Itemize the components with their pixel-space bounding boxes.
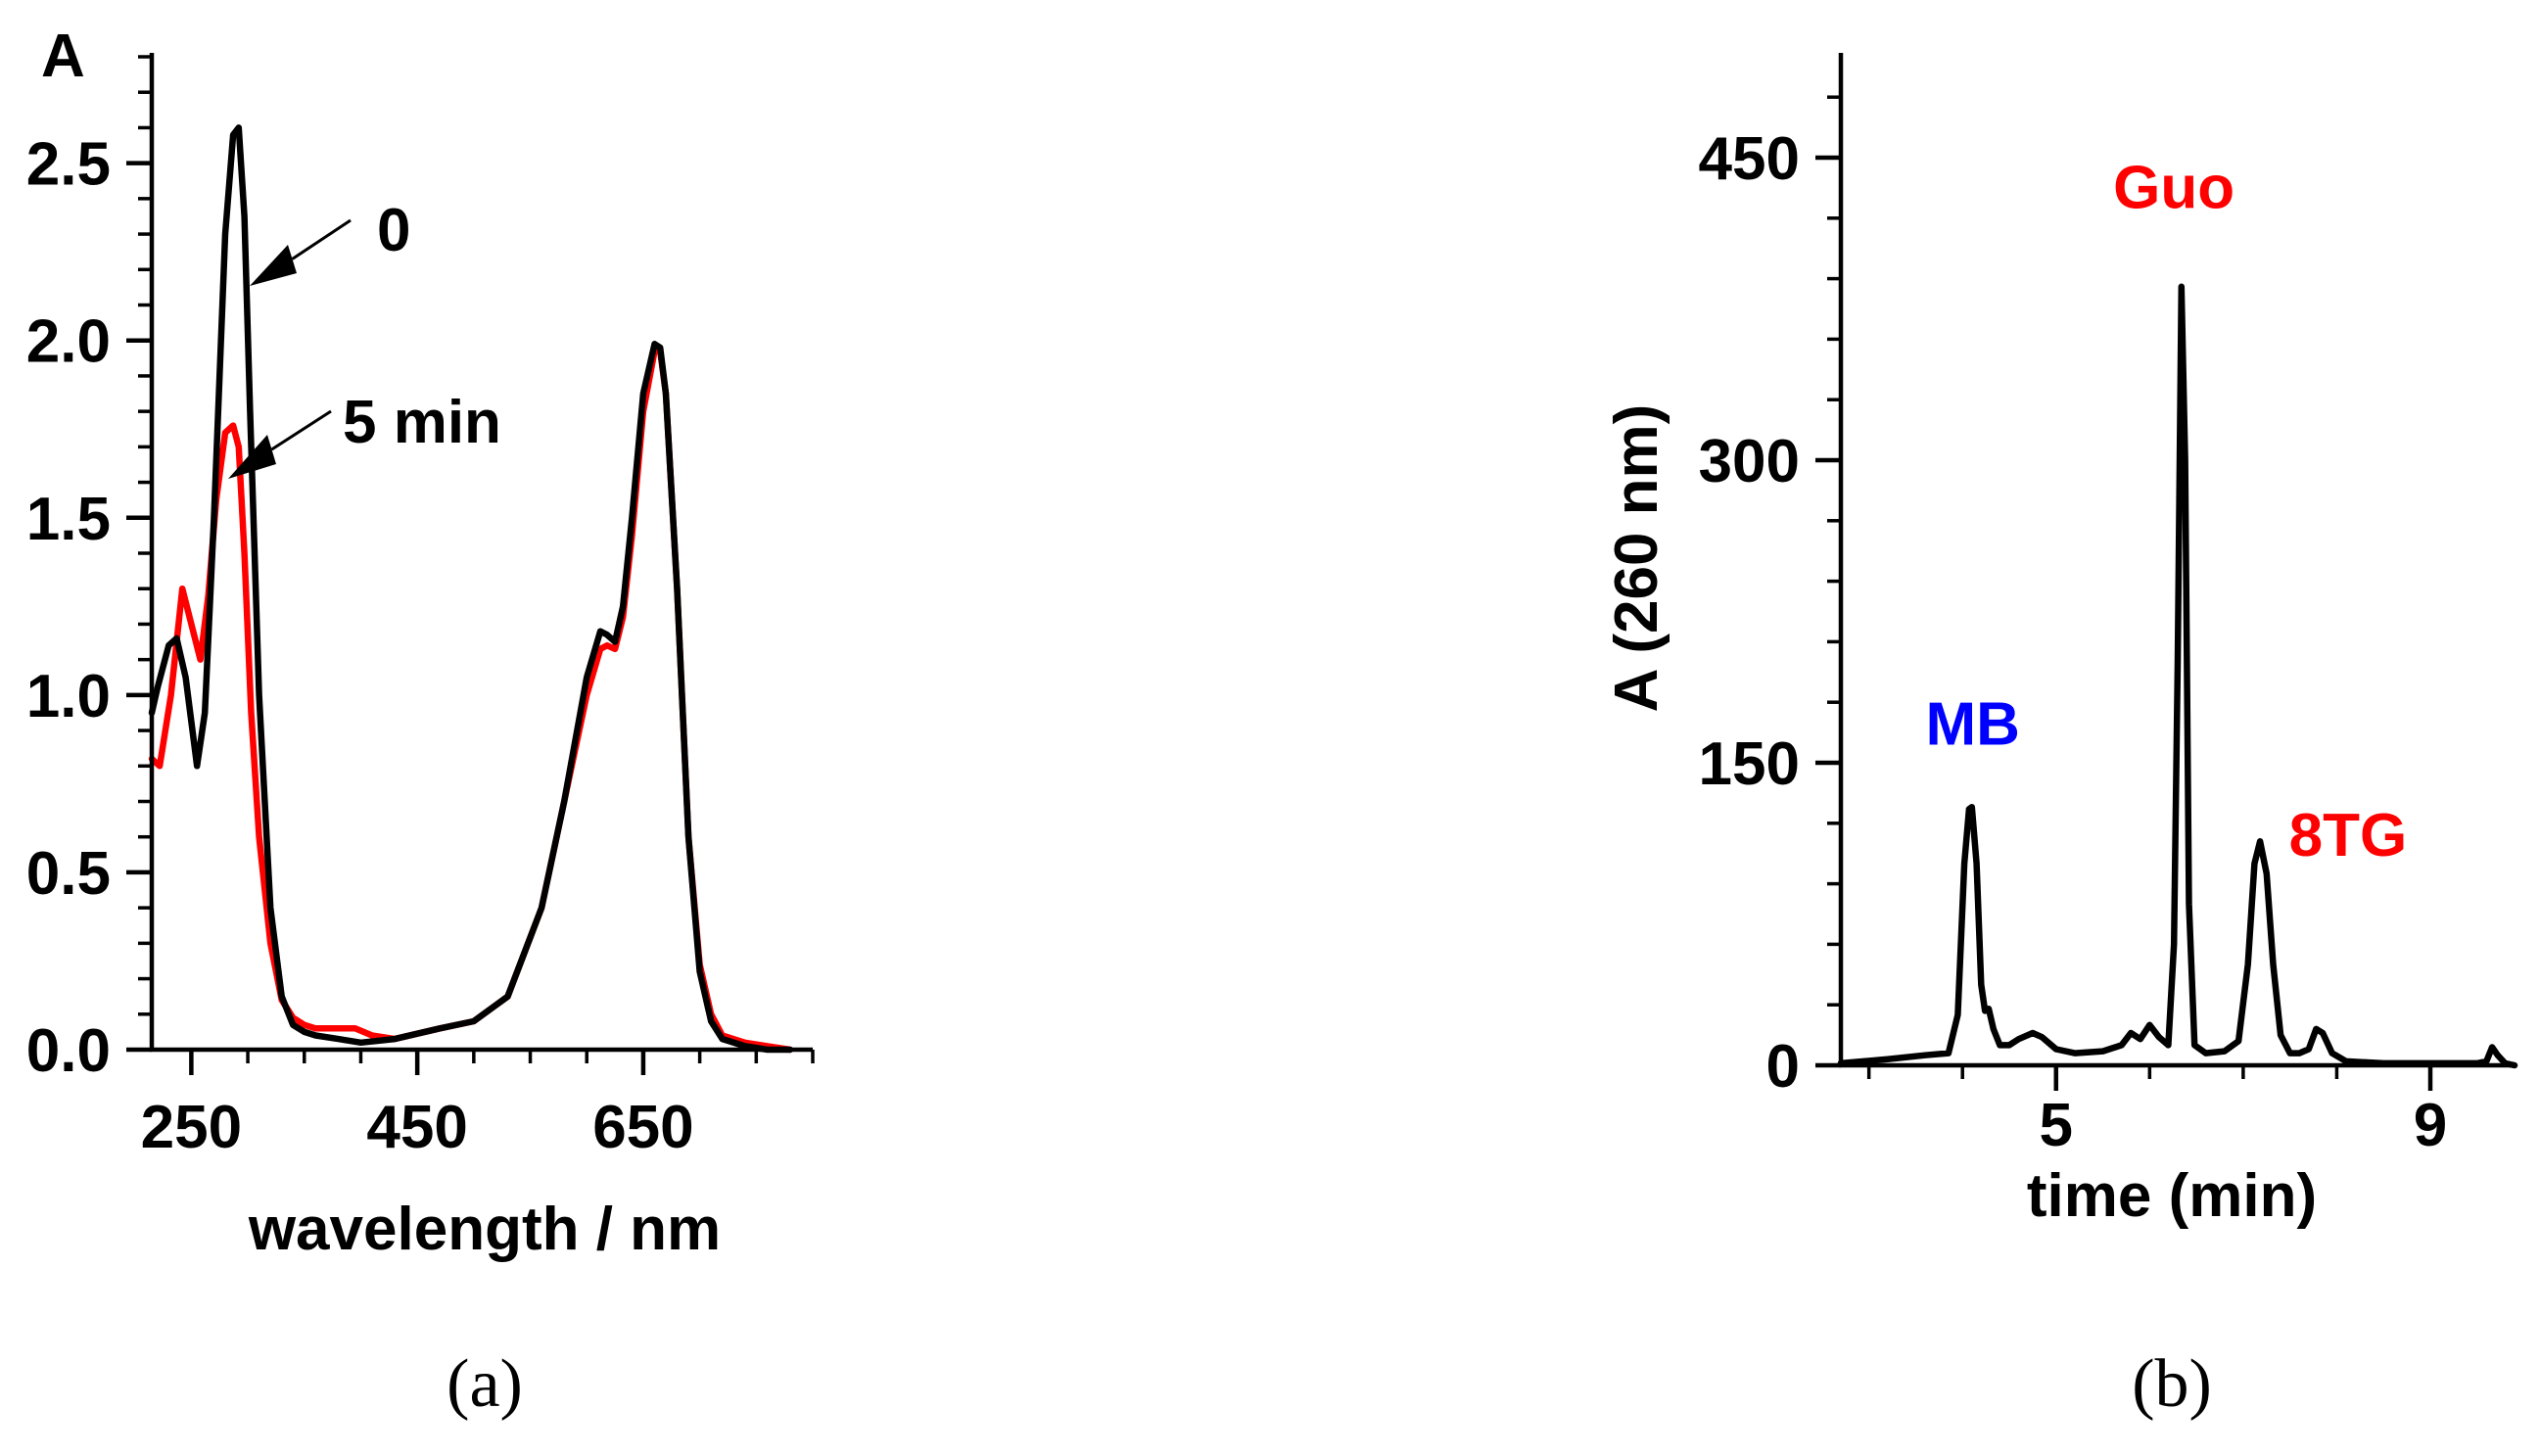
- annotation-arrowhead: [228, 435, 276, 479]
- panel-a-x-axis-label: wavelength / nm: [248, 1196, 721, 1263]
- guo-peak-label: Guo: [2113, 155, 2234, 222]
- panel-b-y-tick-label: 450: [1699, 125, 1800, 193]
- panel-b-y-tick-label: 150: [1699, 730, 1800, 798]
- panel-b-label: (b): [2132, 1346, 2212, 1422]
- chromatogram-line: [1837, 283, 2518, 1069]
- panel-b-x-axis-label: time (min): [2027, 1162, 2317, 1230]
- panel-b-x-tick-label: 9: [2414, 1092, 2447, 1159]
- panel-a-x-tick-label: 650: [592, 1094, 693, 1161]
- annotation-arrow-line: [270, 409, 332, 451]
- panel-a-y-axis-label: A: [41, 23, 85, 90]
- panel-a-y-tick-label: 0.5: [26, 840, 111, 908]
- panel-a-y-tick-label: 2.0: [26, 308, 111, 376]
- panel-b-y-axis-label: A (260 nm): [1603, 404, 1670, 713]
- mb-peak-label: MB: [1926, 690, 2020, 758]
- panel-a-y-tick-label: 0.0: [26, 1017, 111, 1085]
- panel-b-y-tick-label: 0: [1766, 1033, 1800, 1101]
- spectrum-line-0-min: [148, 124, 794, 1054]
- 8tg-peak-label: 8TG: [2289, 802, 2408, 869]
- panel-a-x-tick-label: 450: [366, 1094, 467, 1161]
- panel-a-y-tick-label: 1.0: [26, 663, 111, 730]
- panel-a-label: (a): [447, 1346, 523, 1422]
- annotation-label-0-min: 0: [377, 197, 410, 264]
- panel-b-y-tick-label: 300: [1699, 428, 1800, 495]
- panel-a-chart: A wavelength / nm 0.0 0.5 1.0 1.5 2.0 2.5 250 4…: [26, 23, 815, 1422]
- annotation-arrow-line: [291, 218, 352, 260]
- panel-a-x-tick-label: 250: [141, 1094, 242, 1161]
- panel-a-y-tick-label: 2.5: [26, 131, 111, 199]
- panel-a-y-tick-label: 1.5: [26, 486, 111, 553]
- annotation-arrowhead: [250, 245, 297, 286]
- panel-b-x-tick-label: 5: [2040, 1092, 2073, 1159]
- panel-b-chart: A (260 nm) time (min) 0 150 300 450 5 9 MB Guo…: [1603, 53, 2518, 1422]
- annotation-label-5-min: 5 min: [343, 389, 501, 456]
